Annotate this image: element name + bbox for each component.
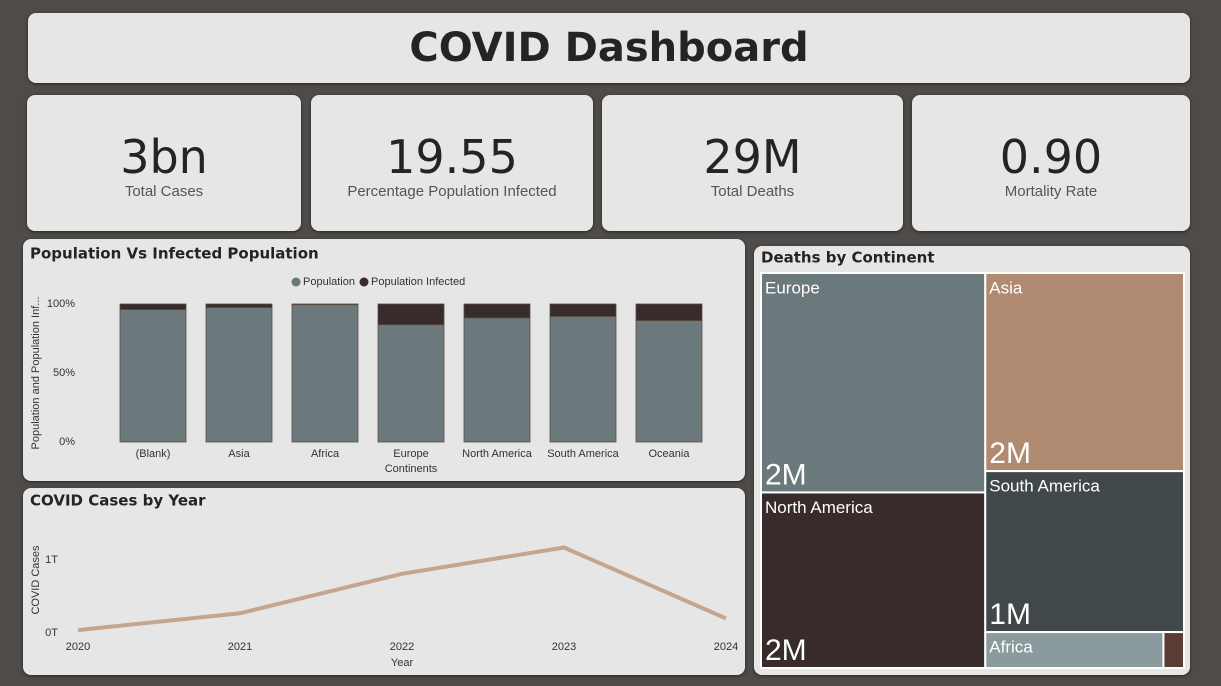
cell-value: 2M: [765, 634, 807, 667]
x-tick-label: 2021: [228, 641, 252, 653]
x-tick-label: Oceania: [649, 448, 691, 460]
treemap-cell: [984, 272, 1186, 473]
x-tick-label: Asia: [228, 448, 250, 460]
bar-segment: [291, 303, 359, 306]
treemap-cell: [984, 470, 1186, 634]
cell-label: Europe: [765, 278, 820, 297]
bar-segment: [463, 317, 531, 443]
kpi-value: 0.90: [999, 130, 1103, 184]
kpi-value: 3bn: [120, 130, 208, 184]
bar-segment: [377, 324, 445, 443]
kpi-card: 29M Total Deaths: [602, 95, 903, 231]
y-tick-label: 0%: [59, 436, 75, 448]
y-tick-label: 0T: [45, 627, 58, 639]
bar-segment: [463, 303, 531, 319]
cell-label: Africa: [989, 638, 1033, 657]
x-tick-label: 2020: [66, 641, 90, 653]
treemap-cell: [1162, 631, 1185, 669]
cell-value: 2M: [765, 458, 807, 491]
kpi-value: 29M: [703, 130, 802, 184]
kpi-label: Percentage Population Infected: [347, 183, 557, 200]
kpi-card: 19.55 Percentage Population Infected: [311, 95, 593, 231]
x-axis-label: Year: [391, 657, 414, 669]
bar-segment: [549, 303, 617, 317]
x-tick-label: 2024: [714, 641, 738, 653]
legend-marker: [359, 277, 369, 287]
y-tick-label: 50%: [53, 367, 75, 379]
cell-label: South America: [989, 477, 1100, 496]
line: [77, 545, 727, 633]
kpi-label: Total Deaths: [710, 183, 795, 200]
header: COVID Dashboard: [28, 13, 1190, 83]
kpi-card: 3bn Total Cases: [27, 95, 301, 231]
panel: [23, 488, 745, 675]
cell-label: North America: [765, 498, 873, 517]
x-axis-label: Continents: [385, 463, 438, 475]
bar-segment: [205, 307, 273, 443]
legend-marker: [291, 277, 301, 287]
y-axis-label: Population and Population Inf...: [30, 297, 42, 450]
x-tick-label: (Blank): [136, 448, 171, 460]
bar-segment: [119, 309, 187, 443]
bar-segment: [205, 303, 273, 308]
chart-title: COVID Cases by Year: [30, 492, 206, 510]
y-axis-label: COVID Cases: [30, 545, 42, 615]
x-tick-label: South America: [547, 448, 619, 460]
treemap-cell: [984, 631, 1165, 669]
kpi-value: 19.55: [386, 130, 518, 184]
bar-segment: [635, 320, 703, 443]
x-tick-label: Africa: [311, 448, 340, 460]
title: COVID Dashboard: [409, 25, 809, 71]
cell-value: 2M: [989, 437, 1031, 470]
cell-label: Asia: [989, 278, 1023, 297]
bar-segment: [291, 304, 359, 443]
chart-title: Population Vs Infected Population: [30, 245, 319, 263]
treemap-cell: [760, 491, 987, 670]
y-tick-label: 100%: [47, 298, 75, 310]
y-tick-label: 1T: [45, 554, 58, 566]
kpi-card: 0.90 Mortality Rate: [912, 95, 1190, 231]
cell-value: 1M: [989, 598, 1031, 631]
bar-segment: [377, 303, 445, 326]
kpi-label: Total Cases: [124, 183, 204, 200]
bar-segment: [119, 303, 187, 310]
x-tick-label: Europe: [393, 448, 428, 460]
chart-title: Deaths by Continent: [761, 249, 935, 267]
bar-segment: [635, 303, 703, 321]
x-tick-label: North America: [462, 448, 533, 460]
legend-label: Population Infected: [371, 276, 465, 288]
treemap-cell: [760, 272, 987, 494]
bar-segment: [549, 316, 617, 443]
legend-label: Population: [303, 276, 355, 288]
x-tick-label: 2023: [552, 641, 576, 653]
x-tick-label: 2022: [390, 641, 414, 653]
kpi-label: Mortality Rate: [1004, 183, 1098, 200]
